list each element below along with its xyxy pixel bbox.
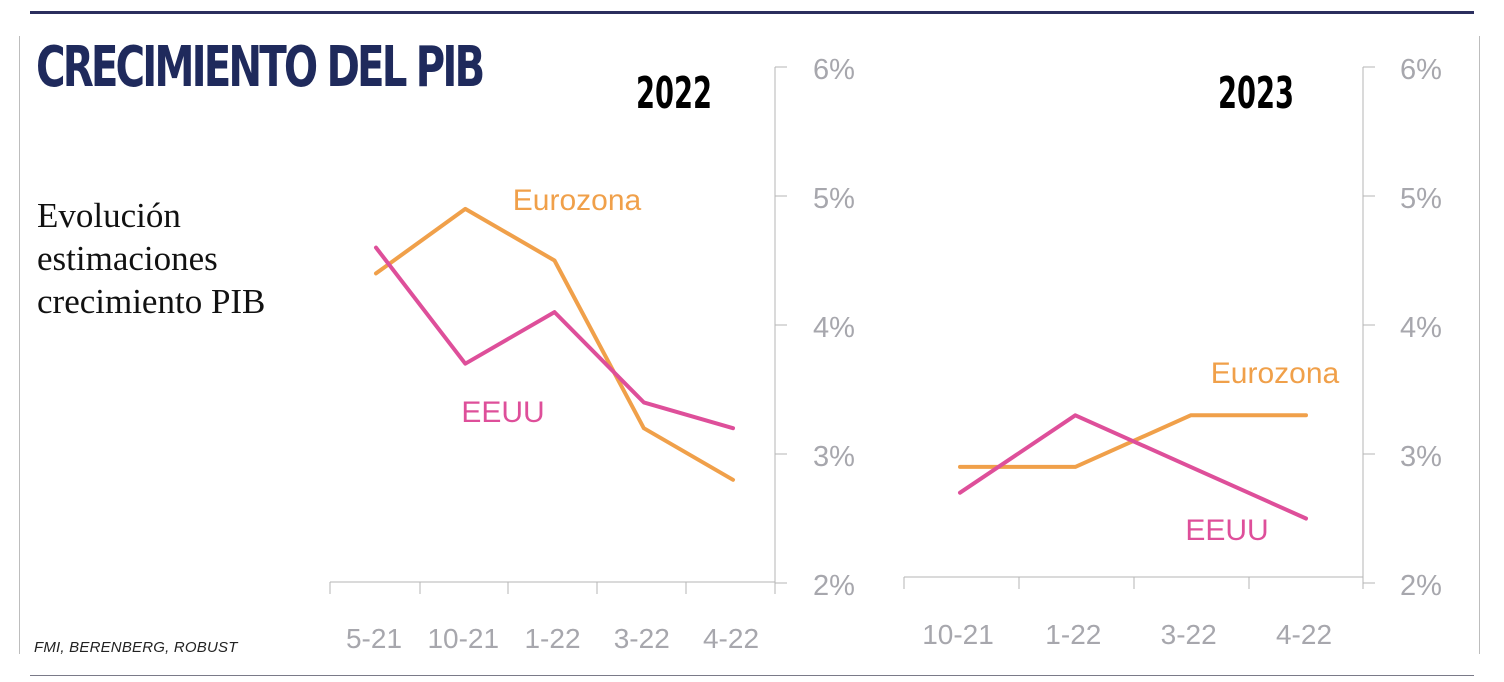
chart-subtitle: Evolución estimaciones crecimiento PIB <box>37 196 266 321</box>
panel-title-2023: 2023 <box>1218 68 1294 119</box>
series-line-eurozona <box>374 206 735 482</box>
x-tick-label: 10-21 <box>427 623 499 654</box>
series-line-eeuu <box>958 413 1308 521</box>
x-tick-label: 3-22 <box>1161 619 1217 650</box>
right-divider <box>1479 36 1480 654</box>
top-rule <box>30 11 1474 14</box>
y-tick-label: 2% <box>1400 570 1442 602</box>
x-tick-label: 4-22 <box>703 623 759 654</box>
y-tick-label: 6% <box>1400 54 1442 86</box>
x-tick-label: 1-22 <box>524 623 580 654</box>
left-divider <box>19 36 20 654</box>
y-tick-label: 5% <box>1400 183 1442 215</box>
source-note: FMI, BERENBERG, ROBUST <box>34 639 238 656</box>
series-line-eeuu <box>374 245 735 431</box>
x-tick-label: 5-21 <box>346 623 402 654</box>
y-tick-label: 4% <box>813 312 855 344</box>
x-tick-label: 4-22 <box>1276 619 1332 650</box>
y-tick-label: 3% <box>1400 441 1442 473</box>
panel-title-2022: 2022 <box>636 68 712 119</box>
x-tick-label: 3-22 <box>614 623 670 654</box>
y-tick-label: 6% <box>813 54 855 86</box>
y-tick-label: 4% <box>1400 312 1442 344</box>
series-label-eeuu: EEUU <box>1185 514 1268 547</box>
bottom-rule <box>30 675 1474 676</box>
y-tick-label: 5% <box>813 183 855 215</box>
series-label-eeuu: EEUU <box>461 396 544 429</box>
y-tick-label: 3% <box>813 441 855 473</box>
chart-title: CRECIMIENTO DEL PIB <box>36 35 485 100</box>
y-tick-label: 2% <box>813 570 855 602</box>
x-tick-label: 1-22 <box>1045 619 1101 650</box>
series-label-eurozona: Eurozona <box>513 184 642 217</box>
x-tick-label: 10-21 <box>922 619 994 650</box>
series-label-eurozona: Eurozona <box>1211 357 1340 390</box>
